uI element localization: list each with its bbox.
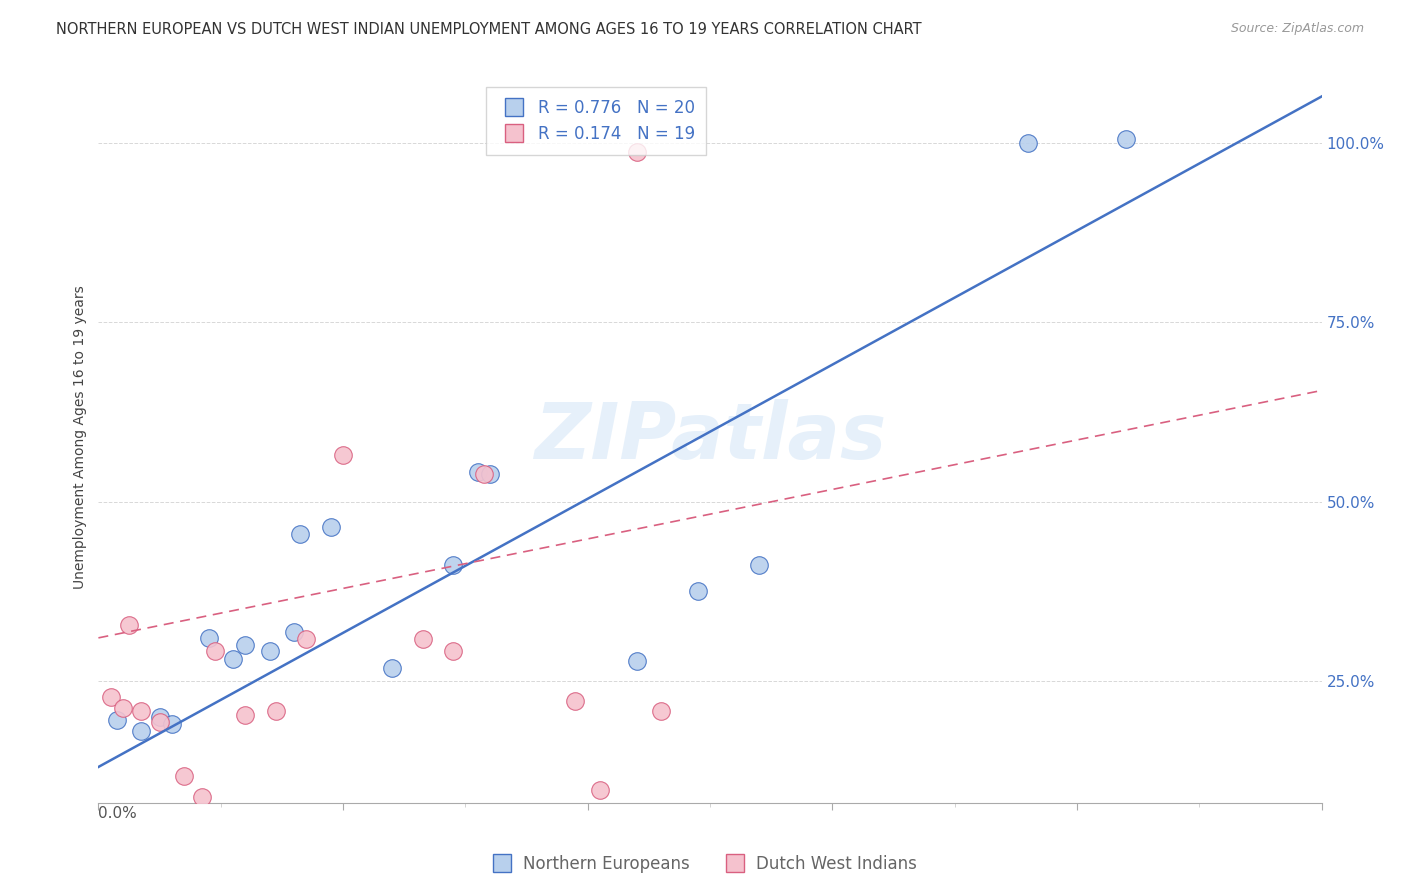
Point [290, 527, 312, 541]
Point [233, 638, 256, 652]
Point [295, 632, 318, 647]
Point [100, 690, 122, 704]
Point [1017, 136, 1039, 150]
Point [222, 652, 245, 666]
Point [233, 708, 256, 723]
Point [160, 717, 183, 731]
Point [283, 625, 305, 640]
Point [441, 558, 464, 572]
Point [197, 631, 219, 645]
Point [626, 654, 648, 668]
Y-axis label: Unemployment Among Ages 16 to 19 years: Unemployment Among Ages 16 to 19 years [73, 285, 87, 589]
Point [686, 584, 709, 599]
Point [1115, 132, 1137, 146]
Text: Source: ZipAtlas.com: Source: ZipAtlas.com [1230, 22, 1364, 36]
Point [441, 644, 464, 658]
Point [381, 661, 404, 675]
Point [467, 465, 489, 479]
Point [204, 644, 226, 658]
Point [319, 519, 342, 533]
Point [626, 145, 648, 159]
Point [118, 618, 141, 632]
Point [111, 701, 134, 715]
Point [748, 558, 770, 572]
Point [332, 448, 354, 462]
Point [259, 644, 281, 658]
Point [149, 715, 172, 730]
Point [129, 724, 152, 739]
Legend: R = 0.776   N = 20, R = 0.174   N = 19: R = 0.776 N = 20, R = 0.174 N = 19 [486, 87, 706, 154]
Point [149, 710, 172, 724]
Text: NORTHERN EUROPEAN VS DUTCH WEST INDIAN UNEMPLOYMENT AMONG AGES 16 TO 19 YEARS CO: NORTHERN EUROPEAN VS DUTCH WEST INDIAN U… [56, 22, 922, 37]
Point [129, 704, 152, 718]
Point [412, 632, 434, 647]
Point [589, 783, 612, 797]
Point [564, 694, 586, 708]
Text: 0.0%: 0.0% [98, 806, 138, 822]
Point [191, 790, 214, 805]
Point [478, 467, 501, 482]
Legend: Northern Europeans, Dutch West Indians: Northern Europeans, Dutch West Indians [482, 848, 924, 880]
Text: ZIPatlas: ZIPatlas [534, 399, 886, 475]
Point [472, 467, 495, 482]
Point [650, 704, 672, 718]
Point [264, 704, 287, 718]
Point [105, 714, 128, 728]
Point [173, 768, 195, 782]
